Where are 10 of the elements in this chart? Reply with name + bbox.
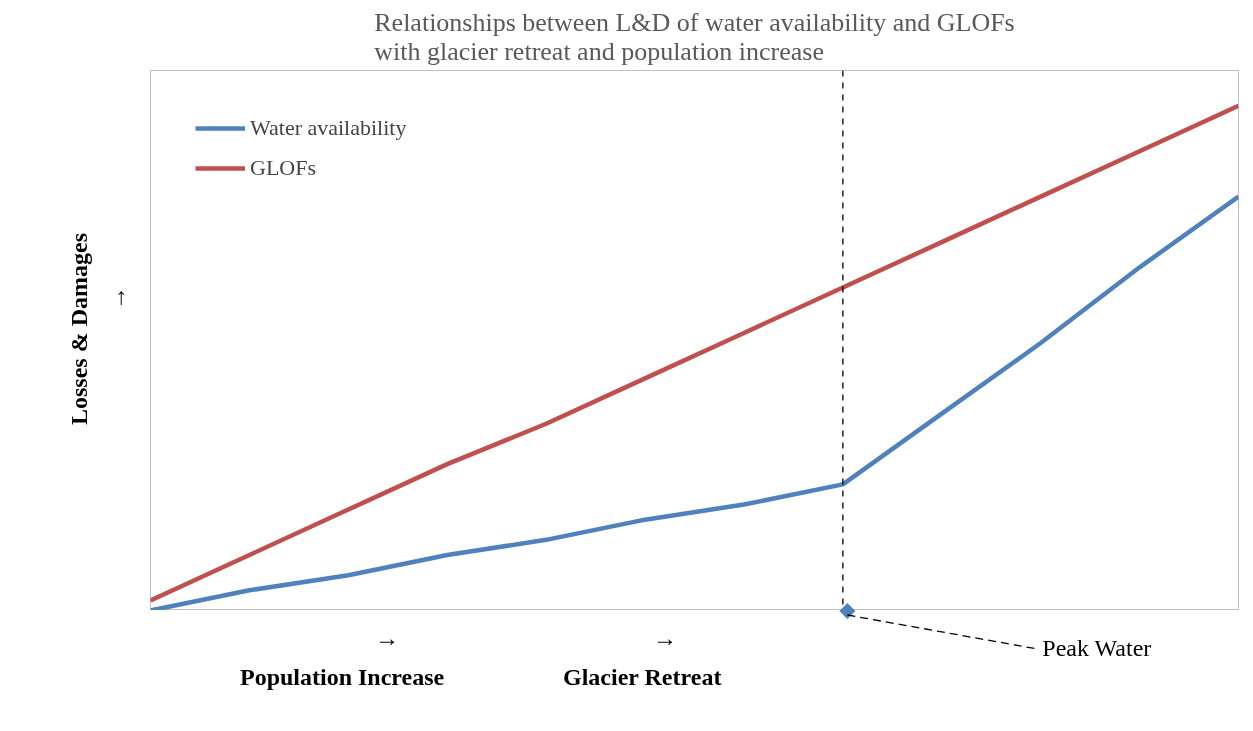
x-axis-title: Population Increase (240, 663, 445, 692)
text: Glacier Retreat (563, 663, 722, 692)
text: → (104, 286, 130, 310)
text: Peak Water (1042, 634, 1152, 663)
chart-title: Relationships between L&D of water availability and GLOFs with glacier retreat and population increase (374, 7, 1015, 66)
text: → (653, 624, 677, 653)
y-axis-title: Losses & Damages (66, 233, 92, 425)
text: → (375, 624, 399, 653)
legend-label: Water availability (250, 115, 407, 141)
legend-label: GLOFs (250, 155, 317, 181)
